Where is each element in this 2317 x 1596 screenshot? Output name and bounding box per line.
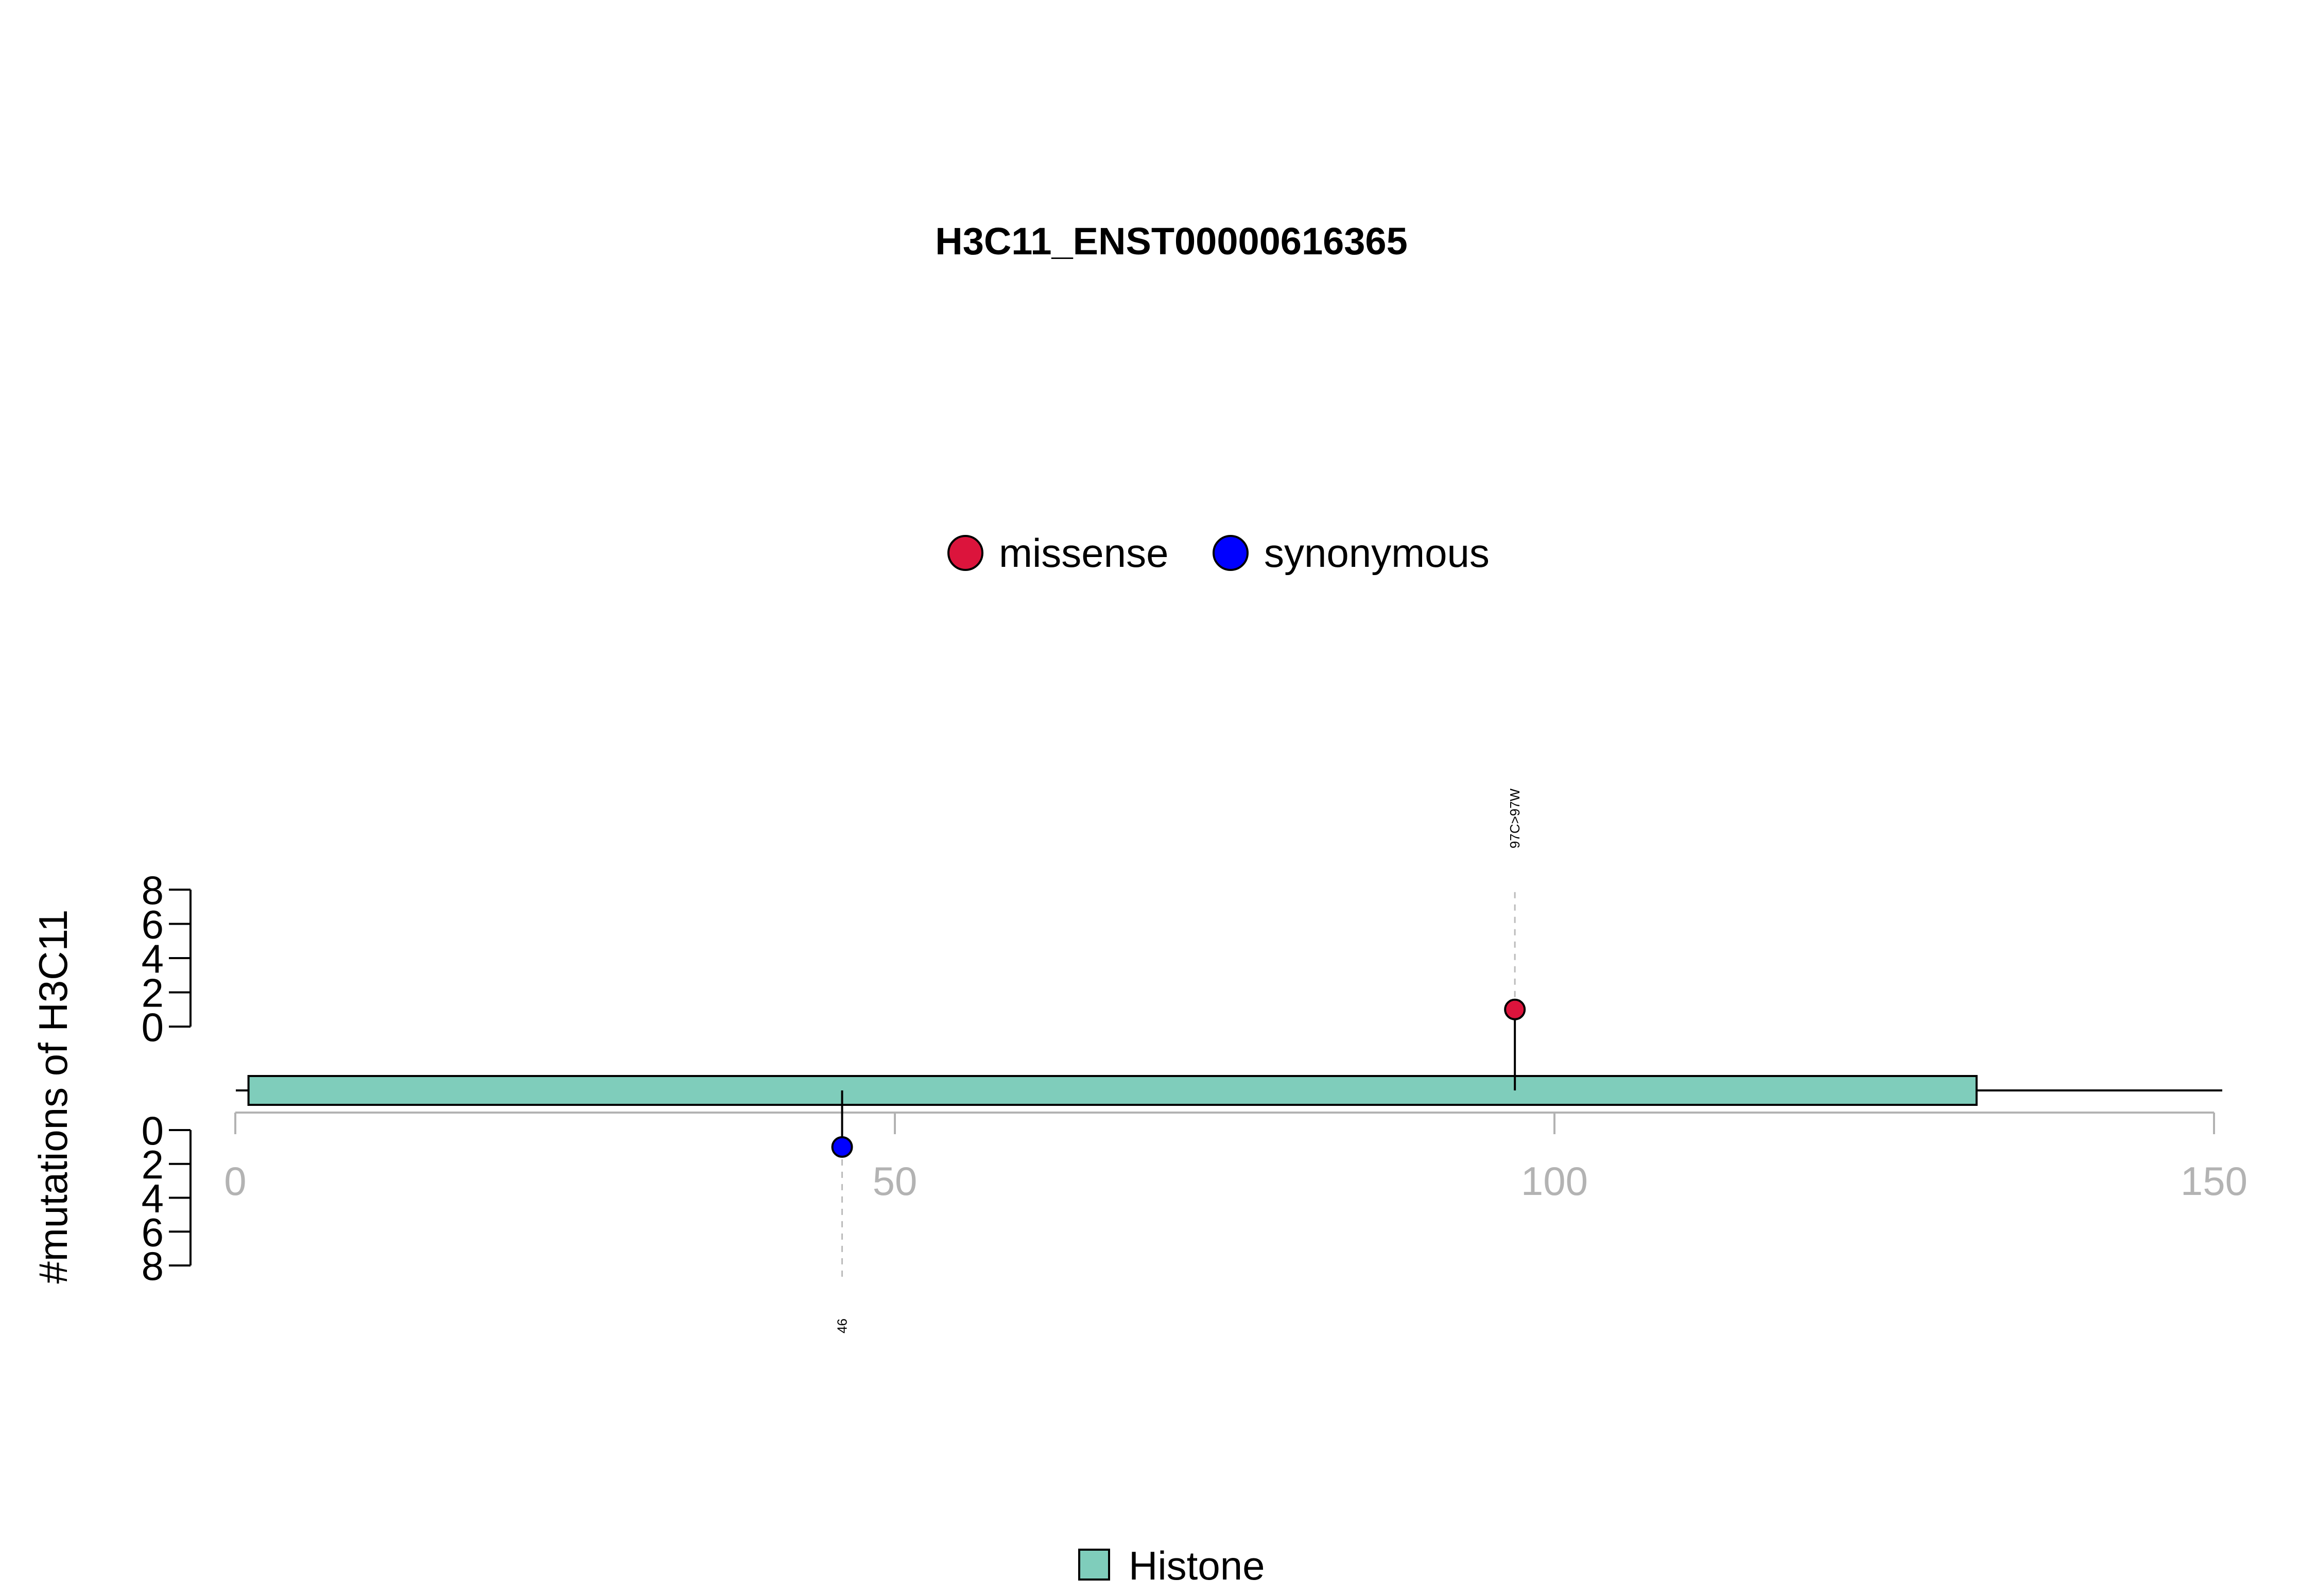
mutation-synonymous: 46: [831, 1090, 853, 1333]
legend-marker-missense: [947, 535, 983, 571]
x-axis: 0 50 100 150: [224, 1112, 2247, 1204]
legend-label-missense: missense: [999, 530, 1168, 576]
legend-label-synonymous: synonymous: [1264, 530, 1490, 576]
mutation-label: 46: [835, 1319, 850, 1333]
x-tick-label: 0: [224, 1158, 246, 1204]
y-tick-label: 2: [142, 1142, 164, 1187]
y-tick-label: 8: [142, 868, 164, 913]
x-tick-label: 100: [1521, 1158, 1588, 1204]
x-tick-label: 50: [873, 1158, 918, 1204]
x-tick-label: 150: [2181, 1158, 2247, 1204]
domain-legend-swatch-histone: [1078, 1549, 1110, 1581]
y-axis-label: #mutations of H3C11: [30, 910, 76, 1284]
domains: [247, 1075, 1978, 1106]
legend-item-synonymous: synonymous: [1213, 530, 1490, 576]
domain-histone: [247, 1075, 1978, 1106]
mutation-missense: 97C>97W: [1504, 788, 1526, 1090]
mutation-label: 97C>97W: [1507, 788, 1523, 848]
mutations: 97C>97W 46: [831, 788, 1526, 1333]
y-tick-label: 4: [142, 936, 164, 981]
y-tick-label: 0: [142, 1004, 164, 1050]
mutation-legend: missense synonymous: [947, 530, 1490, 576]
legend-marker-synonymous: [1213, 535, 1249, 571]
mutation-point: [1504, 998, 1526, 1020]
domain-legend-label-histone: Histone: [1129, 1543, 1265, 1588]
y-tick-label: 6: [142, 1209, 164, 1255]
chart-title: H3C11_ENST00000616365: [935, 220, 1407, 263]
y-tick-label: 0: [142, 1108, 164, 1153]
mutation-point: [831, 1136, 853, 1158]
y-tick-label: 4: [142, 1176, 164, 1221]
legend-item-missense: missense: [947, 530, 1168, 576]
y-tick-label: 8: [142, 1243, 164, 1289]
domain-legend: Histone: [1078, 1543, 1265, 1588]
y-tick-label: 6: [142, 902, 164, 947]
y-tick-label: 2: [142, 970, 164, 1016]
